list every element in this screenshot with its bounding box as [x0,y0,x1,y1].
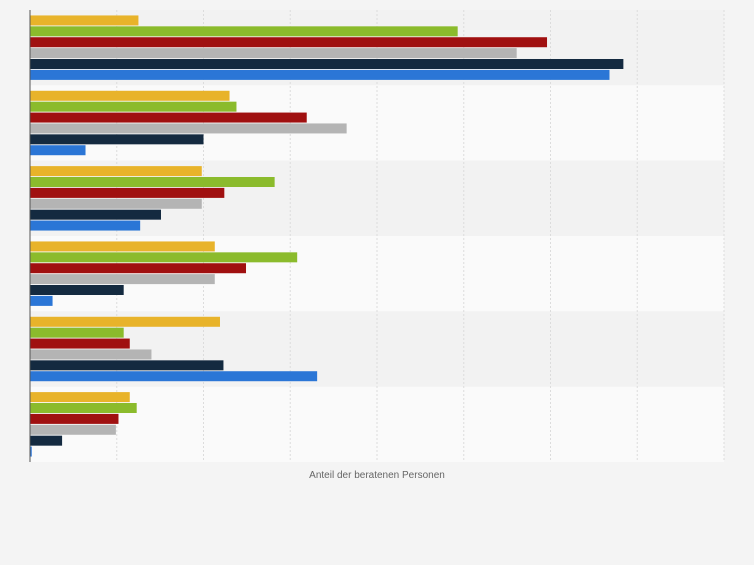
bar [30,327,124,338]
bar [30,90,230,101]
x-axis-label: Anteil der beratenen Personen [309,470,445,481]
bar [30,338,130,349]
bar [30,220,141,231]
bar [30,198,202,209]
bar [30,285,124,295]
gridlines [116,10,725,462]
bar [30,241,215,252]
bar [30,101,237,112]
bar [30,392,130,403]
bar [30,48,517,59]
bar [30,177,275,187]
bar [30,446,32,457]
bar [30,123,347,134]
bar [30,37,548,48]
bar [30,403,137,413]
bar [30,26,458,37]
bar [30,209,161,220]
bar [30,424,116,435]
bar [30,134,204,145]
bar [30,187,225,198]
bar [30,413,119,424]
bar [30,69,610,80]
bar [30,349,152,360]
bar [30,15,139,26]
bars [30,15,624,457]
bar [30,295,53,306]
bar [30,274,215,285]
bar [30,435,63,446]
bar [30,316,220,327]
bar [30,112,307,123]
bar [30,59,624,69]
bar [30,263,247,274]
bar [30,166,202,177]
bar [30,252,298,263]
bar [30,145,86,156]
bar [30,371,318,382]
bar [30,360,224,371]
